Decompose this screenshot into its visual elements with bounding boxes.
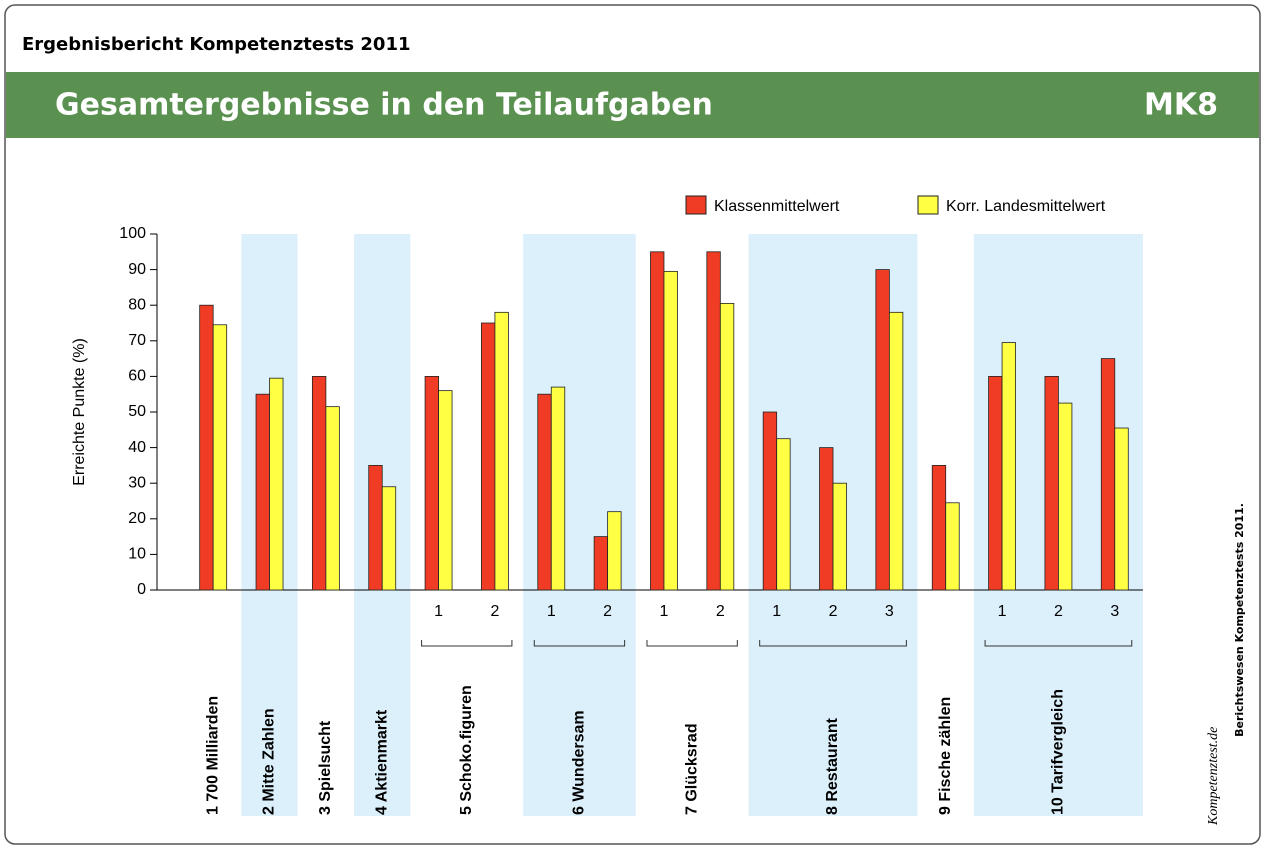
group-label: 6 Wundersam [571, 710, 588, 815]
subtask-label: 1 [772, 603, 781, 620]
y-tick-label: 90 [128, 261, 146, 278]
bar [269, 377, 284, 591]
subtask-label: 3 [1110, 603, 1119, 620]
bracket [421, 640, 513, 647]
bar [1044, 375, 1059, 591]
y-tick-label: 100 [119, 225, 146, 242]
legend-label: Korr. Landesmittelwert [946, 198, 1106, 215]
header-title: Ergebnisbericht Kompetenztests 2011 [22, 34, 411, 55]
group-label: 4 Aktienmarkt [373, 709, 390, 815]
bar [607, 511, 622, 591]
y-tick-label: 70 [128, 332, 146, 349]
group-label: 2 Mitte Zahlen [261, 708, 278, 815]
bar [325, 406, 340, 591]
subtask-label: 1 [998, 603, 1007, 620]
group-label: 1 700 Milliarden [204, 696, 221, 815]
group-band [973, 590, 1143, 816]
bar [875, 269, 890, 591]
bracket [759, 640, 907, 647]
y-tick-label: 20 [128, 510, 146, 527]
group-band [241, 590, 298, 816]
legend-swatch [917, 195, 939, 215]
subtask-label: 2 [603, 603, 612, 620]
legend-label: Klassenmittelwert [714, 198, 840, 215]
group-label: 10 Tarifvergleich [1050, 689, 1067, 815]
bar [945, 502, 960, 591]
bar [776, 438, 791, 591]
group-band [297, 590, 355, 816]
bar [424, 375, 439, 591]
bar [931, 464, 947, 591]
y-tick-label: 30 [128, 474, 146, 491]
bar [832, 482, 847, 591]
group-label: 8 Restaurant [824, 717, 841, 815]
bar [550, 386, 566, 591]
bar [762, 411, 778, 591]
y-tick-label: 40 [128, 439, 146, 456]
bar [719, 303, 735, 591]
y-tick-label: 10 [128, 546, 146, 563]
bar [650, 251, 665, 591]
bracket [984, 640, 1133, 647]
group-band [354, 590, 411, 816]
bar [1001, 342, 1016, 591]
subtask-label: 1 [434, 603, 443, 620]
group-band [635, 590, 749, 816]
banner [6, 72, 1259, 138]
group-band [748, 590, 918, 816]
bar [663, 270, 678, 591]
bar [706, 251, 721, 591]
bar [988, 375, 1003, 591]
group-label: 5 Schoko.figuren [458, 685, 475, 815]
y-tick-label: 80 [128, 296, 146, 313]
group-label: 3 Spielsucht [317, 720, 334, 815]
side-source: Berichtswesen Kompetenztests 2011. [1233, 503, 1246, 737]
bar [1100, 358, 1116, 591]
y-axis-title: Erreichte Punkte (%) [71, 338, 88, 486]
chart: Erreichte Punkte (%) 1 700 Milliarden 2 M… [71, 195, 1143, 816]
bar [1114, 427, 1129, 591]
subtask-label: 1 [660, 603, 669, 620]
group-band [185, 590, 242, 816]
subtask-label: 2 [829, 603, 838, 620]
bar [537, 393, 552, 591]
bar [199, 304, 214, 591]
y-tick-label: 60 [128, 368, 146, 385]
subtask-label: 2 [716, 603, 725, 620]
bar [593, 536, 609, 591]
banner-title: Gesamtergebnisse in den Teilaufgaben [55, 88, 713, 123]
bar [255, 393, 270, 591]
bar [494, 311, 509, 591]
bar [368, 464, 383, 591]
legend-swatch [685, 195, 707, 215]
bar [888, 311, 904, 591]
side-logo: Kompetenztest.de [1206, 727, 1221, 826]
bar [212, 324, 228, 591]
subtask-label: 1 [547, 603, 556, 620]
group-band [917, 590, 974, 816]
y-tick-label: 0 [137, 581, 146, 598]
group-band [410, 590, 524, 816]
bar [819, 447, 834, 591]
group-band [523, 590, 636, 816]
y-tick-label: 50 [128, 403, 146, 420]
bracket [533, 640, 626, 647]
group-label: 7 Glücksrad [683, 723, 700, 815]
subtask-label: 2 [490, 603, 499, 620]
bar [1058, 402, 1073, 591]
bar [311, 375, 327, 591]
bracket [646, 640, 738, 647]
banner-code: MK8 [1144, 88, 1218, 123]
subtask-label: 2 [1054, 603, 1063, 620]
group-label: 9 Fische zählen [937, 697, 954, 815]
bar [381, 486, 397, 591]
subtask-label: 3 [885, 603, 894, 620]
bar [481, 322, 496, 591]
bar [438, 390, 453, 591]
